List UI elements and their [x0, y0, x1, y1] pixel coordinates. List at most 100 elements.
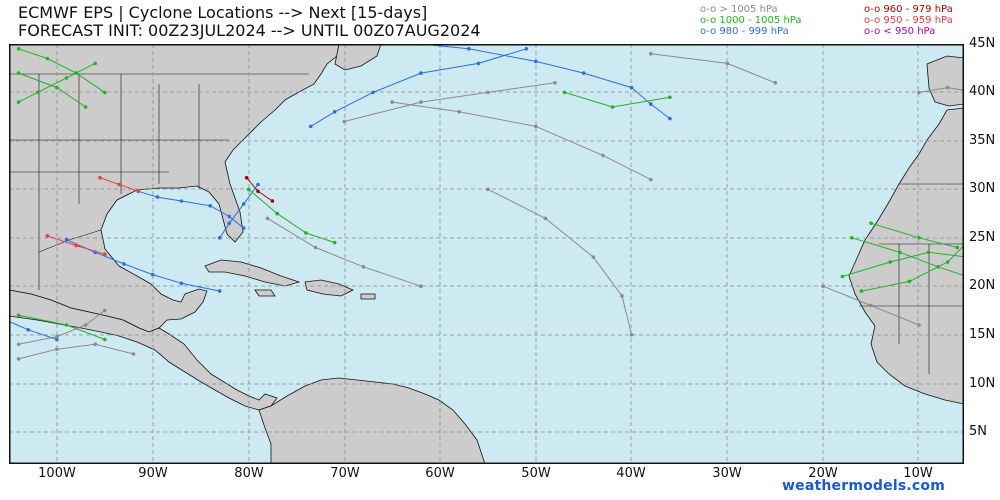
- track-point: [917, 90, 921, 95]
- track-point: [419, 100, 423, 104]
- track-line: [344, 82, 556, 122]
- track-point: [103, 252, 107, 256]
- track-point: [553, 81, 557, 85]
- track-point: [179, 281, 184, 286]
- track-line: [18, 343, 134, 360]
- track-point: [361, 265, 366, 269]
- track-point: [591, 255, 596, 259]
- cyclone-track: [265, 216, 423, 288]
- track-point: [26, 328, 31, 332]
- track-point: [668, 116, 672, 121]
- land-cuba: [204, 259, 301, 287]
- country-borders: [9, 73, 964, 374]
- lon-label-20w: 20W: [808, 466, 838, 481]
- cyclone-track: [649, 51, 778, 85]
- track-point: [45, 56, 50, 61]
- track-point: [888, 260, 892, 264]
- land-south-america: [258, 377, 486, 464]
- cyclone-track: [859, 244, 964, 293]
- track-point: [419, 284, 423, 288]
- track-point: [534, 124, 538, 129]
- cyclone-track: [16, 342, 136, 361]
- lon-label-60w: 60W: [425, 466, 455, 481]
- track-point: [270, 199, 275, 203]
- track-point: [179, 199, 184, 203]
- track-point: [122, 262, 126, 266]
- track-line: [219, 184, 259, 239]
- track-point: [945, 260, 950, 264]
- track-point: [64, 76, 69, 80]
- legend-980-999: o-o 980 - 999 hPa: [700, 26, 789, 37]
- legend-lt-950: o-o < 950 hPa: [864, 26, 936, 37]
- legend-gt-1005: o-o > 1005 hPa: [700, 4, 778, 15]
- track-point: [649, 51, 653, 56]
- track-point: [543, 216, 548, 221]
- track-line: [851, 237, 964, 277]
- track-point: [64, 237, 69, 242]
- track-point: [581, 71, 586, 75]
- land-hispaniola: [304, 279, 354, 297]
- lon-label-100w: 100W: [38, 466, 76, 481]
- track-point: [926, 250, 931, 255]
- track-point: [241, 226, 246, 230]
- legend-950-959: o-o 950 - 959 hPa: [864, 15, 953, 26]
- track-point: [371, 90, 375, 95]
- track-point: [45, 234, 50, 238]
- cyclone-track: [45, 234, 107, 256]
- lon-label-90w: 90W: [138, 466, 168, 481]
- cyclone-track: [246, 187, 337, 245]
- lat-label-15n: 15N: [969, 327, 996, 342]
- cyclone-track: [486, 187, 634, 337]
- track-point: [898, 250, 902, 255]
- track-point: [93, 342, 97, 347]
- track-point: [419, 71, 423, 75]
- track-point: [241, 202, 246, 206]
- track-point: [620, 294, 624, 298]
- track-point: [217, 236, 222, 240]
- track-line: [18, 62, 96, 103]
- cyclone-track: [308, 47, 529, 129]
- track-point: [840, 274, 845, 279]
- track-point: [103, 308, 107, 313]
- track-point: [649, 102, 653, 106]
- track-point: [649, 177, 653, 182]
- map-frame: [9, 44, 964, 464]
- lon-label-40w: 40W: [616, 466, 646, 481]
- track-point: [103, 90, 107, 95]
- track-point: [131, 352, 136, 356]
- lon-label-10w: 10W: [903, 466, 933, 481]
- land-puerto-rico: [360, 293, 376, 300]
- lat-label-25n: 25N: [969, 230, 996, 245]
- legend-1000-1005: o-o 1000 - 1005 hPa: [700, 15, 802, 26]
- track-line: [18, 48, 106, 93]
- cyclone-track: [217, 182, 260, 240]
- track-point: [83, 323, 88, 327]
- cyclone-track: [136, 189, 246, 230]
- track-line: [842, 251, 964, 277]
- track-line: [310, 48, 527, 127]
- lon-label-50w: 50W: [521, 466, 551, 481]
- track-point: [117, 182, 121, 187]
- map-title-line-2: FORECAST INIT: 00Z23JUL2024 --> UNTIL 00…: [18, 21, 481, 40]
- lat-label-10n: 10N: [969, 376, 996, 391]
- track-point: [917, 323, 921, 327]
- lon-label-80w: 80W: [234, 466, 264, 481]
- track-point: [227, 221, 232, 225]
- cyclone-track-map: [9, 44, 964, 464]
- cyclone-track: [16, 308, 107, 347]
- track-point: [16, 47, 21, 51]
- track-point: [859, 289, 864, 293]
- track-point: [945, 85, 950, 90]
- lon-label-30w: 30W: [712, 466, 742, 481]
- brand-watermark: weathermodels.com: [781, 478, 945, 494]
- track-point: [524, 47, 529, 51]
- track-point: [55, 347, 59, 352]
- track-point: [869, 303, 873, 308]
- track-point: [35, 90, 40, 95]
- track-point: [256, 189, 260, 194]
- track-point: [16, 357, 21, 361]
- lat-label-5n: 5N: [969, 424, 987, 439]
- track-point: [562, 90, 567, 95]
- cyclone-track: [562, 90, 672, 109]
- land-jamaica: [254, 289, 276, 297]
